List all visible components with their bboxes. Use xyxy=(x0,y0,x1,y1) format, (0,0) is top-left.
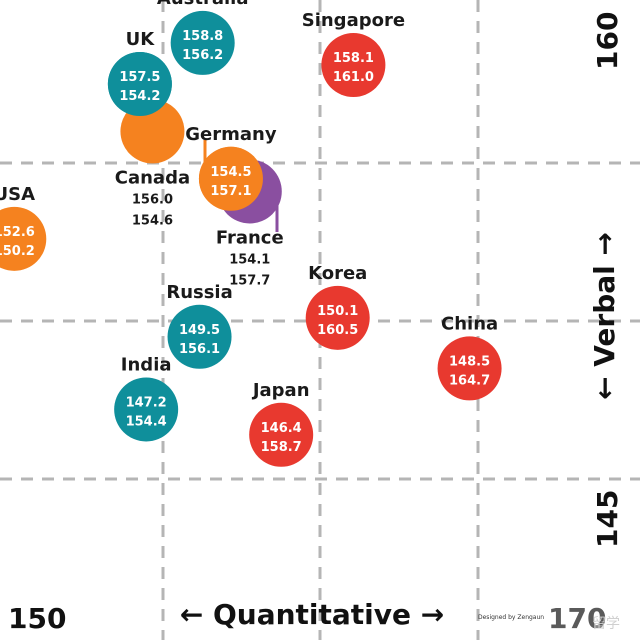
korea-name-label: Korea xyxy=(308,263,367,284)
point-singapore xyxy=(321,33,386,98)
china-verbal-value: 148.5 xyxy=(449,354,490,369)
usa-verbal-value: 152.6 xyxy=(0,225,35,240)
usa-bubble xyxy=(0,206,47,271)
singapore-quant-value: 161.0 xyxy=(333,70,374,85)
x-tick-label-max: 170 xyxy=(548,602,606,635)
y-tick-label-min: 145 xyxy=(591,490,624,548)
germany-bubble-front xyxy=(198,146,263,211)
russia-bubble xyxy=(167,304,232,369)
korea-quant-value: 160.5 xyxy=(317,323,358,338)
uk-name-label: UK xyxy=(126,29,156,50)
germany-verbal-value-front: 154.5 xyxy=(210,165,251,180)
india-bubble xyxy=(114,377,179,442)
india-name-label: India xyxy=(121,354,172,375)
japan-bubble xyxy=(249,402,314,467)
credit-text: Designed by Zengaun xyxy=(478,614,544,621)
uk-verbal-value-front: 157.5 xyxy=(119,70,160,85)
uk-quant-value-front: 154.2 xyxy=(119,89,160,104)
canada-quant-value: 154.6 xyxy=(132,213,173,228)
point-korea xyxy=(305,285,370,350)
point-australia xyxy=(170,10,235,75)
korea-verbal-value: 150.1 xyxy=(317,304,358,319)
france-name-label: France xyxy=(216,227,284,248)
usa-quant-value: 150.2 xyxy=(0,244,35,259)
singapore-verbal-value: 158.1 xyxy=(333,51,374,66)
point-russia xyxy=(167,304,232,369)
australia-bubble xyxy=(170,10,235,75)
japan-quant-value: 158.7 xyxy=(261,440,302,455)
australia-quant-value: 156.2 xyxy=(182,48,223,63)
japan-verbal-value: 146.4 xyxy=(261,421,302,436)
point-china xyxy=(437,336,502,401)
data-points: Australia 158.8 156.2 Singapore 158.1 161.0 UK… xyxy=(0,0,502,467)
russia-verbal-value: 149.5 xyxy=(179,323,220,338)
china-name-label: China xyxy=(441,313,498,334)
canada-verbal-value: 156.0 xyxy=(132,192,173,207)
uk-bubble-front xyxy=(107,52,172,116)
singapore-name-label: Singapore xyxy=(302,10,405,31)
canada-name-label: Canada xyxy=(115,167,190,188)
y-axis-title: ← Verbal → xyxy=(588,232,621,400)
india-quant-value: 154.4 xyxy=(126,414,167,429)
russia-quant-value: 156.1 xyxy=(179,342,220,357)
point-japan xyxy=(249,402,314,467)
singapore-bubble xyxy=(321,33,386,98)
australia-name-label: Australia xyxy=(157,0,249,9)
china-bubble xyxy=(437,336,502,401)
germany-quant-value-front: 157.1 xyxy=(210,184,251,199)
russia-name-label: Russia xyxy=(166,282,232,303)
usa-name-label: USA xyxy=(0,184,35,205)
japan-name-label: Japan xyxy=(251,380,310,401)
watermark-text: 留学 xyxy=(592,616,620,632)
x-axis-title: ← Quantitative → xyxy=(180,598,444,631)
point-india xyxy=(114,377,179,442)
france-verbal-value: 154.1 xyxy=(229,252,270,267)
china-quant-value: 164.7 xyxy=(449,373,490,388)
india-verbal-value: 147.2 xyxy=(126,395,167,410)
y-tick-label-max: 160 xyxy=(591,12,624,70)
korea-bubble xyxy=(305,285,370,350)
australia-verbal-value: 158.8 xyxy=(182,29,223,44)
germany-name-label: Germany xyxy=(185,124,277,145)
france-quant-value: 157.7 xyxy=(229,273,270,288)
x-tick-label-min: 150 xyxy=(8,602,66,635)
point-usa xyxy=(0,206,47,271)
